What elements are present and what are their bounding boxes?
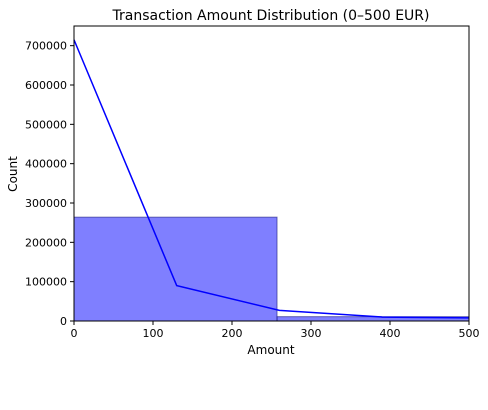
y-tick-label-2: 200000 [25, 236, 67, 249]
y-tick-label-1: 100000 [25, 276, 67, 289]
x-axis-ticks: 0 100 200 300 400 500 [71, 321, 480, 340]
y-axis-ticks: 0 100000 200000 300000 400000 500000 600000 700… [25, 40, 74, 328]
y-tick-label-4: 400000 [25, 158, 67, 171]
y-tick-label-3: 300000 [25, 197, 67, 210]
density-line [73, 39, 470, 319]
y-tick-label-5: 500000 [25, 118, 67, 131]
x-tick-label-3: 300 [301, 327, 322, 340]
x-tick-label-5: 500 [459, 327, 480, 340]
x-tick-label-4: 400 [380, 327, 401, 340]
y-axis-label: Count [6, 156, 20, 192]
histogram-bar-0 [73, 216, 278, 322]
y-tick-label-0: 0 [60, 315, 67, 328]
plot-frame [73, 25, 470, 322]
chart-title: Transaction Amount Distribution (0–500 E… [112, 8, 430, 24]
x-tick-label-2: 200 [222, 327, 243, 340]
x-tick-label-1: 100 [143, 327, 164, 340]
density-line-layer [73, 39, 470, 319]
x-axis-label: Amount [247, 343, 294, 357]
y-tick-label-7: 700000 [25, 40, 67, 53]
axes [73, 25, 470, 322]
y-tick-label-6: 600000 [25, 79, 67, 92]
x-tick-label-0: 0 [71, 327, 78, 340]
